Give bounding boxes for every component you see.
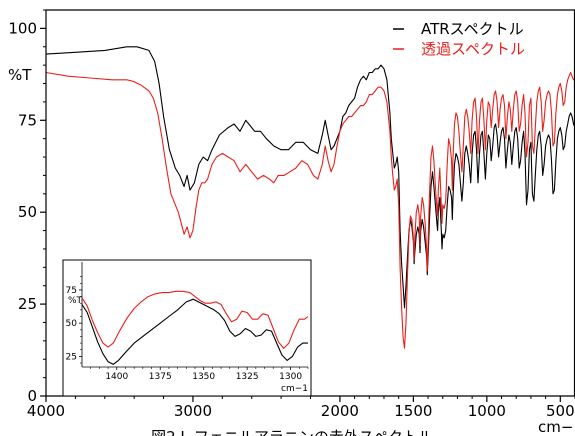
y-tick-label: 100	[8, 19, 37, 37]
x-axis-label: cm−1	[538, 418, 575, 436]
inset-x-tick-label: 1400	[105, 372, 128, 382]
inset-x-tick-label: 1375	[149, 372, 172, 382]
series-line-atr	[45, 46, 575, 309]
inset-y-tick-label: 75	[66, 286, 77, 296]
x-tick-label: 4000	[27, 402, 65, 420]
inset-series-layer	[81, 290, 309, 365]
inset-y-axis-label: %T	[68, 296, 83, 306]
inset-x-tick-label: 1325	[236, 372, 259, 382]
y-tick-label: 0	[27, 387, 37, 405]
inset-x-tick-label: 1300	[279, 372, 302, 382]
inset-series-line-transmission	[81, 290, 309, 349]
x-tick-label: 3000	[174, 402, 212, 420]
x-tick-label: 500	[546, 402, 575, 420]
x-tick-label: 1500	[394, 402, 432, 420]
figure-caption: 図2 L-フェニルアラニンの赤外スペクトル	[151, 428, 433, 436]
inset-x-axis-label: cm−1	[281, 384, 308, 394]
y-tick-label: 25	[18, 295, 37, 313]
legend-label: ATRスペクトル	[421, 20, 524, 38]
y-axis-label: %T	[8, 66, 32, 84]
inset-series-line-atr	[81, 298, 308, 365]
inset-x-tick-label: 1350	[192, 372, 215, 382]
inset-y-tick-label: 50	[66, 319, 78, 329]
series-line-transmission	[45, 71, 575, 349]
inset-frame	[62, 259, 312, 397]
inset-y-tick-label: 25	[66, 352, 77, 362]
legend-label: 透過スペクトル	[421, 40, 525, 58]
x-tick-label: 2000	[321, 402, 359, 420]
inset-chart: 75 50 25 1400 1375 1350 1325 1300 %T cm−1	[62, 259, 312, 397]
y-tick-label: 75	[18, 111, 37, 129]
x-tick-label: 1000	[468, 402, 506, 420]
inset-ticks-layer: 75 50 25 1400 1375 1350 1325 1300	[66, 262, 309, 382]
series-layer	[45, 46, 575, 349]
y-tick-label: 50	[18, 203, 37, 221]
